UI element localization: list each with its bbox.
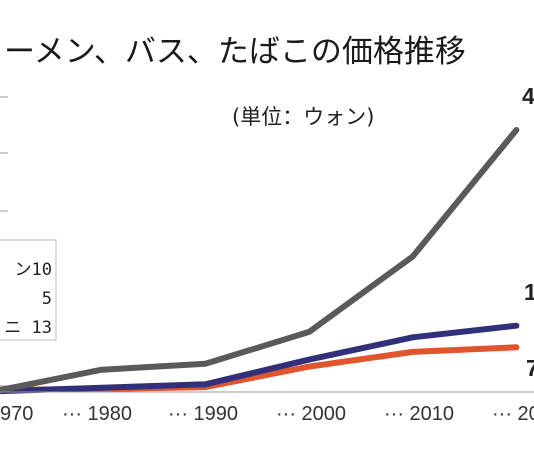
- legend-entry-1: ン10: [15, 260, 52, 280]
- end-labels: 4 1 7: [522, 83, 534, 381]
- legend-entry-3: ニ 13: [4, 318, 52, 338]
- end-label-3: 7: [526, 355, 534, 381]
- x-axis: 970 ··· 1980 ··· 1990 ··· 2000 ··· 2010 ··· 2…: [0, 391, 534, 425]
- x-tick-label: 970: [0, 403, 33, 425]
- legend-box: ン10 5 ニ 13: [0, 239, 57, 341]
- series-line-2: [0, 322, 520, 395]
- unit-label: (単位：ウォン): [232, 105, 374, 129]
- series-line-1: [0, 127, 520, 394]
- series-lines: [0, 127, 520, 395]
- x-tick-label: ··· 1980: [62, 403, 132, 425]
- x-tick-label: ··· 2000: [276, 403, 346, 425]
- chart-title: ーメン、バス、たばこの価格推移: [4, 34, 466, 70]
- x-tick-label: ··· 2010: [384, 403, 454, 425]
- x-tick-label: ··· 20: [492, 403, 534, 425]
- x-tick-label: ··· 1990: [168, 403, 238, 425]
- end-label-1: 4: [522, 83, 534, 109]
- end-label-2: 1: [524, 279, 534, 305]
- legend-entry-2: 5: [42, 289, 52, 309]
